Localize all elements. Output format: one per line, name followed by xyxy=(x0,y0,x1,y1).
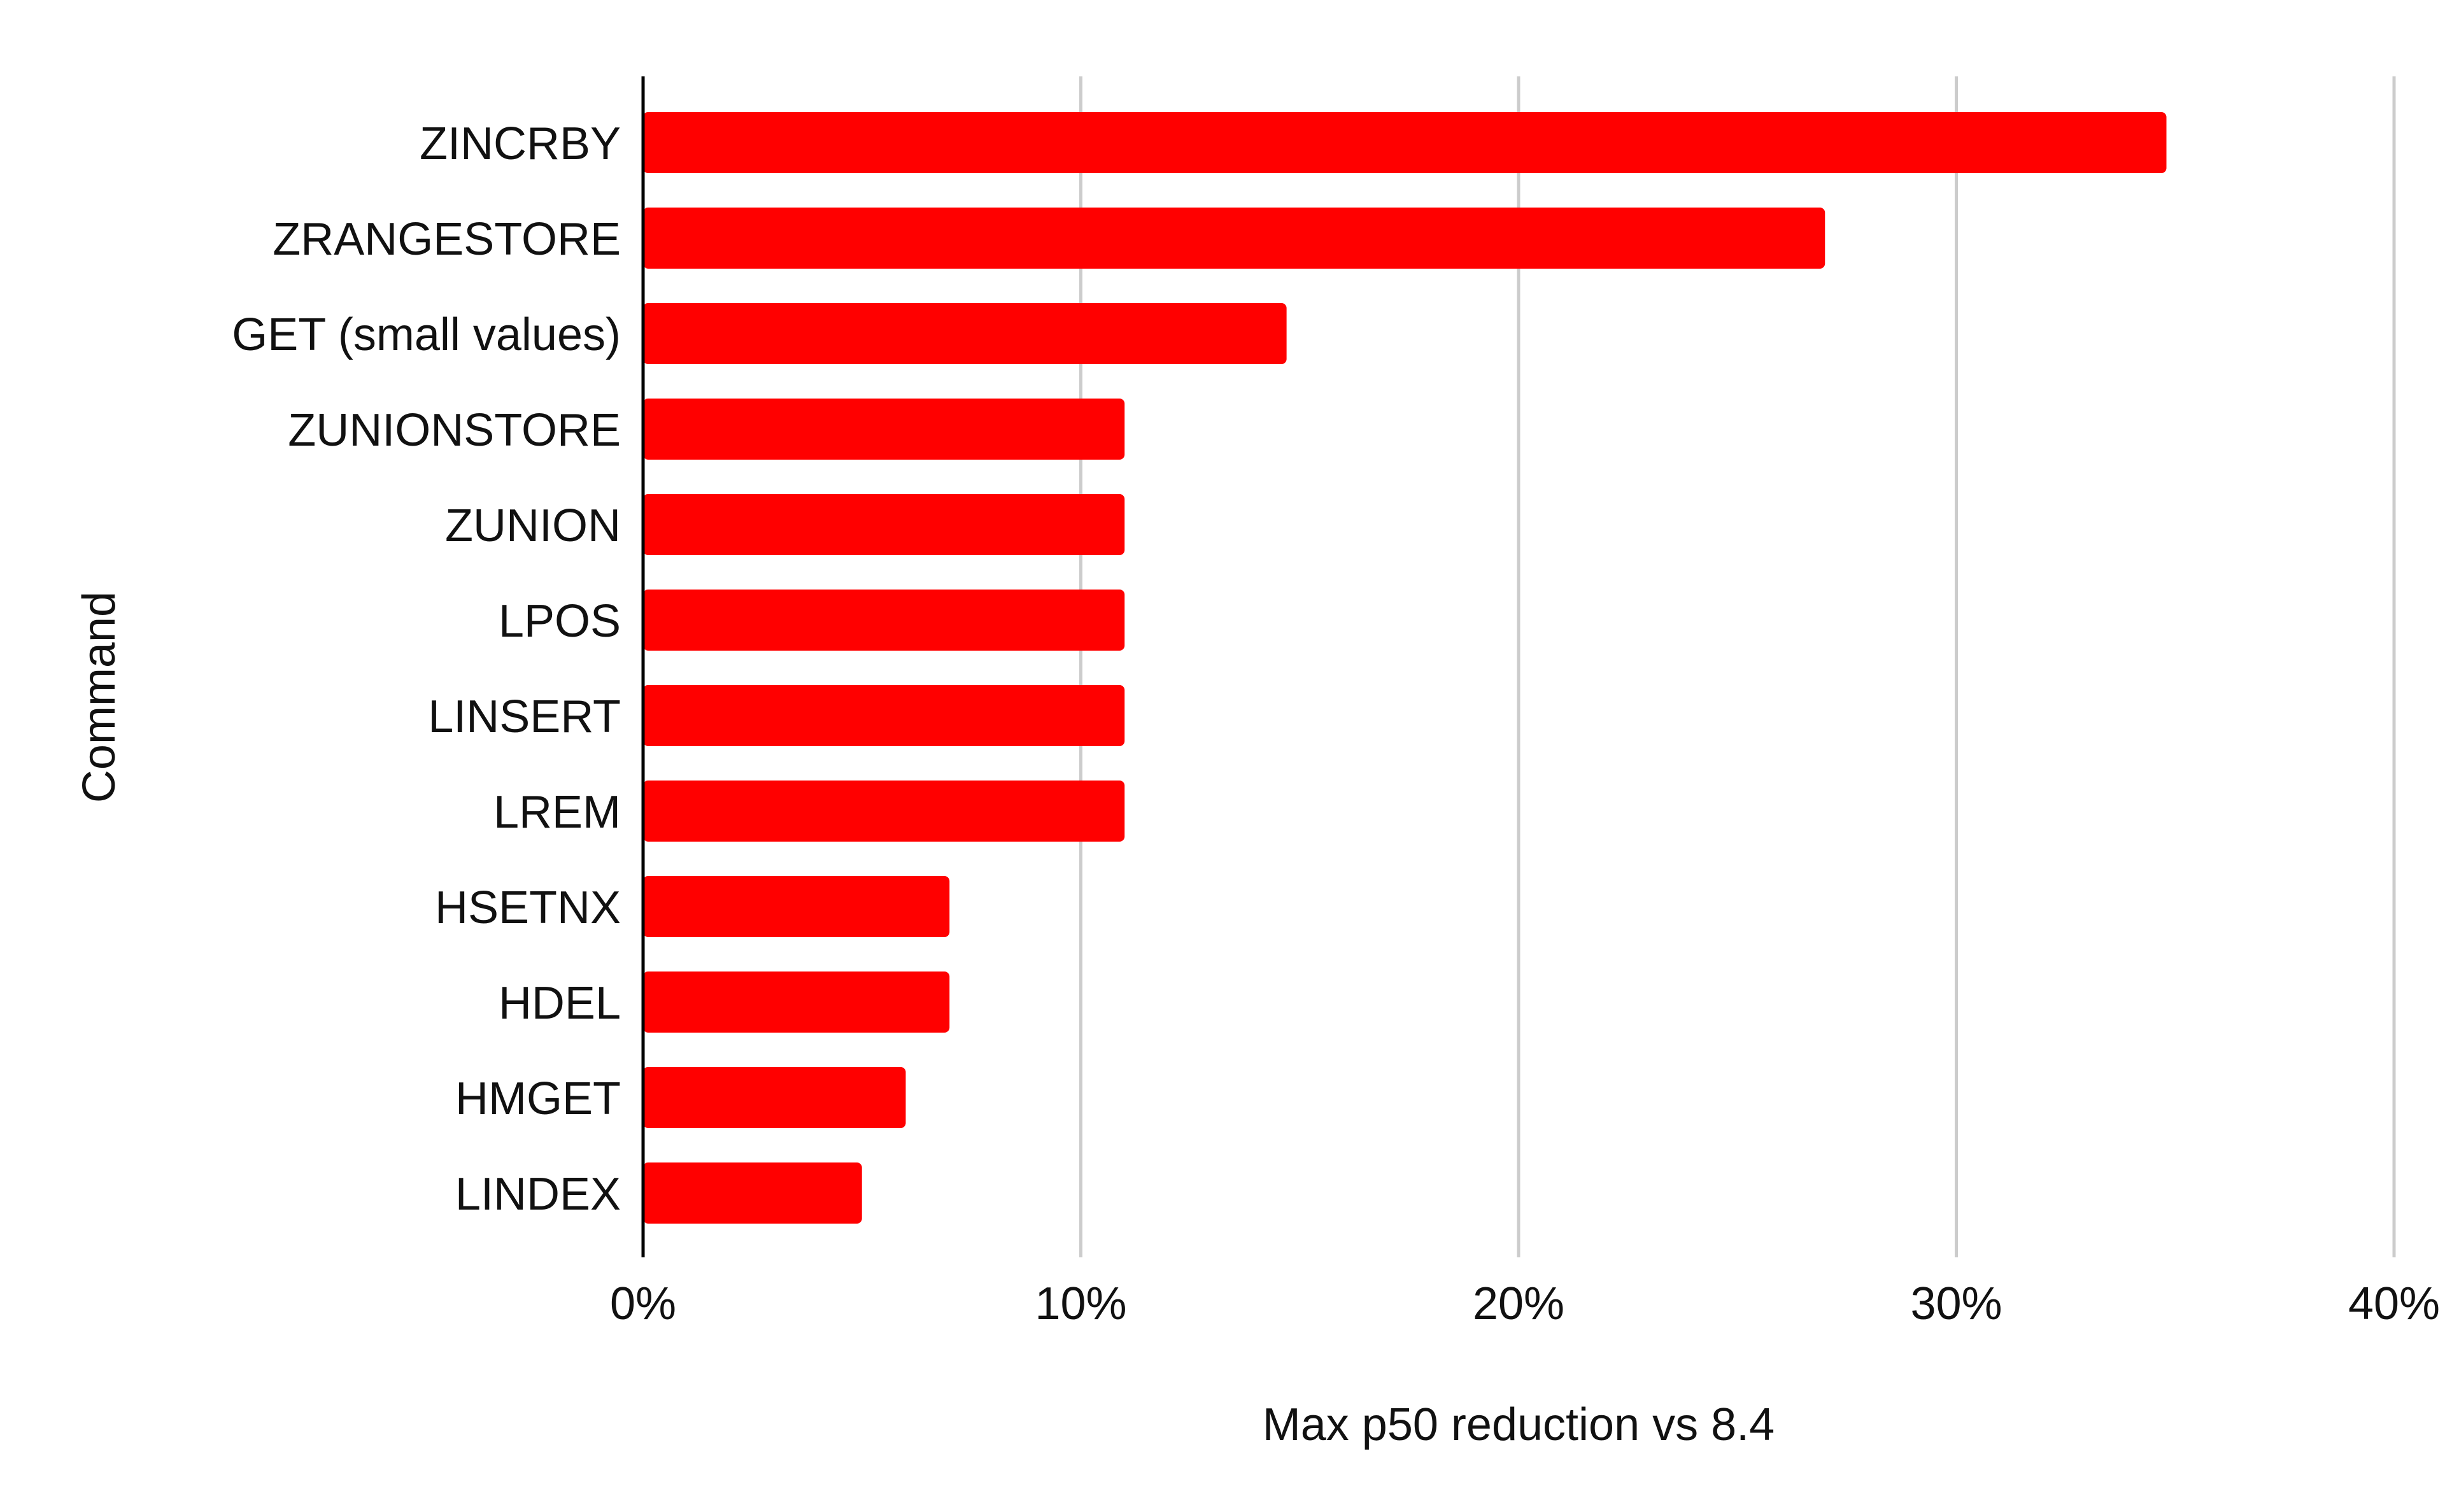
bar xyxy=(643,1162,862,1224)
gridlines xyxy=(1079,76,2396,1257)
bar xyxy=(643,399,1125,460)
category-label: HDEL xyxy=(499,978,621,1029)
category-label: LINDEX xyxy=(455,1169,621,1220)
category-label: ZUNIONSTORE xyxy=(288,405,621,456)
x-tick-label: 40% xyxy=(2348,1278,2440,1329)
category-labels: ZINCRBY ZRANGESTORE GET (small values) ZUNI… xyxy=(232,118,621,1220)
y-axis-title: Command xyxy=(74,591,125,803)
category-label: LREM xyxy=(493,787,621,838)
x-tick-labels: 0% 10% 20% 30% 40% xyxy=(610,1278,2440,1329)
bars xyxy=(643,112,2167,1224)
bar xyxy=(643,112,2167,173)
bar xyxy=(643,781,1125,842)
category-label: HSETNX xyxy=(435,882,621,933)
x-tick-label: 10% xyxy=(1035,1278,1126,1329)
bar xyxy=(643,590,1125,651)
x-tick-label: 30% xyxy=(1910,1278,2002,1329)
bar xyxy=(643,494,1125,555)
x-axis-title: Max p50 reduction vs 8.4 xyxy=(1263,1399,1775,1450)
category-label: GET (small values) xyxy=(232,309,621,360)
bar xyxy=(643,303,1287,364)
x-tick-label: 20% xyxy=(1473,1278,1564,1329)
bar xyxy=(643,971,950,1033)
category-label: LPOS xyxy=(499,596,621,647)
category-label: LINSERT xyxy=(428,691,621,742)
x-tick-label: 0% xyxy=(610,1278,676,1329)
bar xyxy=(643,685,1125,746)
category-label: HMGET xyxy=(455,1073,621,1124)
bar xyxy=(643,876,950,937)
bar xyxy=(643,1067,906,1128)
category-label: ZUNION xyxy=(445,500,621,551)
bar xyxy=(643,208,1825,269)
category-label: ZRANGESTORE xyxy=(273,214,621,265)
category-label: ZINCRBY xyxy=(420,118,621,169)
